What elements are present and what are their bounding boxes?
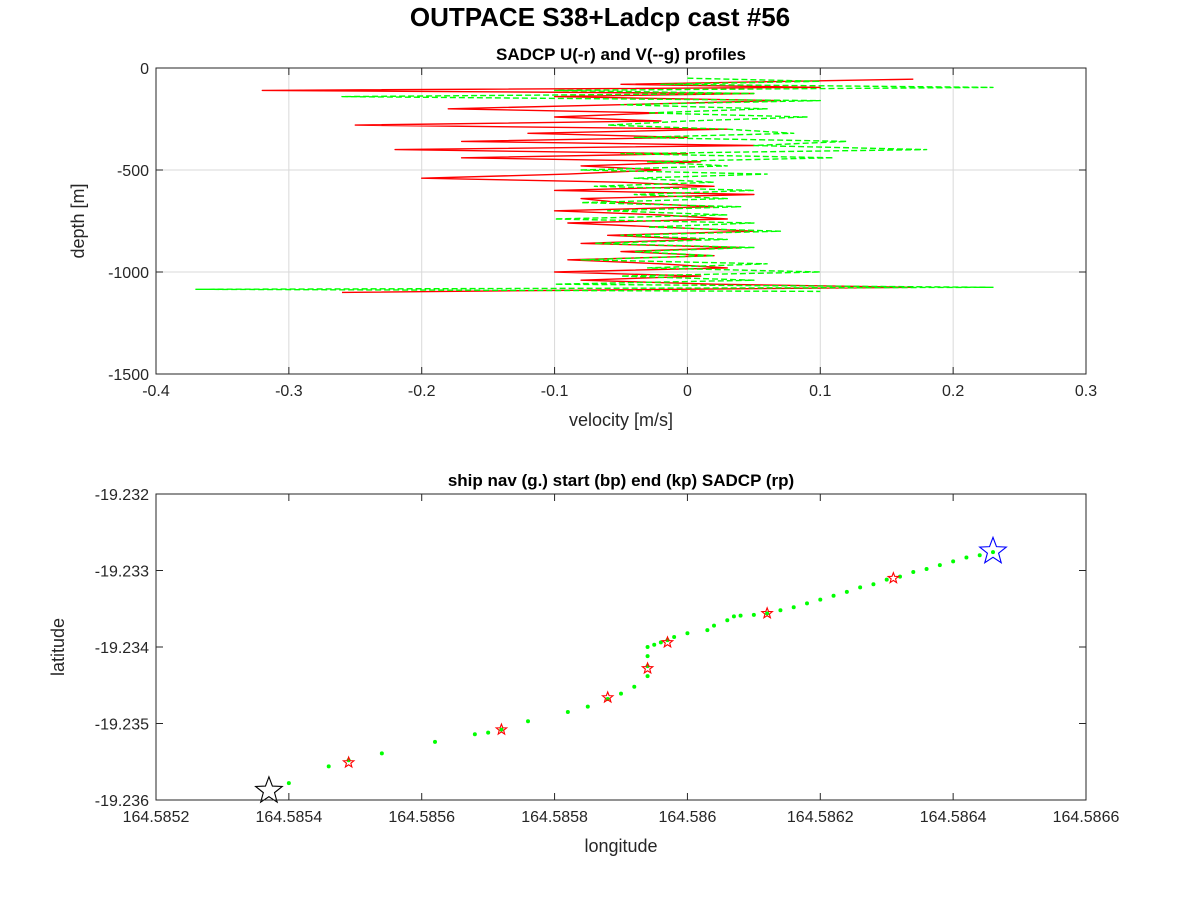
nav-point xyxy=(632,684,637,689)
nav-point xyxy=(991,550,995,555)
nav-point xyxy=(685,631,690,636)
series-v-line xyxy=(195,77,994,293)
y-tick-label: -19.236 xyxy=(95,793,149,810)
nav-point xyxy=(765,611,770,616)
x-tick-label: 164.5854 xyxy=(255,809,322,826)
ship-nav-plot: 164.5852 164.5854 164.5856 164.5858 164.586 1… xyxy=(48,471,1119,856)
x-tick-label: 164.5856 xyxy=(388,809,455,826)
x-tick-label: 164.5862 xyxy=(787,809,854,826)
y-tick-label: -19.232 xyxy=(95,487,149,504)
y-tick-label: -1500 xyxy=(108,367,149,384)
plot-title: SADCP U(-r) and V(--g) profiles xyxy=(496,45,746,64)
nav-point xyxy=(645,645,650,649)
velocity-profile-plot: -0.4 -0.3 -0.2 -0.1 0 0.1 0.2 0.3 -1500 -1000 -500… xyxy=(68,45,1097,430)
nav-point xyxy=(672,635,677,640)
x-tick-label: 0.3 xyxy=(1075,383,1097,400)
nav-point xyxy=(486,730,491,735)
nav-point xyxy=(858,585,863,590)
x-tick-label: 0 xyxy=(683,383,692,400)
y-tick-label: -1000 xyxy=(108,265,149,282)
end-star-marker xyxy=(254,775,284,804)
nav-point xyxy=(526,719,530,724)
x-tick-label: -0.4 xyxy=(142,383,170,400)
y-tick-label: 0 xyxy=(140,61,149,78)
nav-point xyxy=(751,612,756,617)
sadcp-star-marker xyxy=(494,722,509,736)
nav-point xyxy=(818,597,823,602)
x-tick-label: 164.5852 xyxy=(123,809,190,826)
x-axis-label: velocity [m/s] xyxy=(569,410,673,430)
x-tick-label: 164.586 xyxy=(659,809,717,826)
sadcp-star-marker xyxy=(660,635,675,649)
nav-point xyxy=(652,642,657,647)
nav-point xyxy=(898,574,902,579)
nav-point xyxy=(805,601,809,606)
axes-box xyxy=(155,67,1087,375)
x-tick-label: -0.2 xyxy=(408,383,436,400)
nav-point xyxy=(831,593,836,598)
sadcp-star-marker xyxy=(760,606,774,620)
sadcp-star-marker xyxy=(600,690,615,704)
nav-point xyxy=(585,704,590,709)
nav-point xyxy=(472,732,477,737)
nav-point xyxy=(937,563,942,568)
nav-point xyxy=(778,608,783,613)
figure-title: OUTPACE S38+Ladcp cast #56 xyxy=(409,2,791,32)
sadcp-star-marker xyxy=(886,571,901,584)
nav-point xyxy=(433,739,437,744)
y-axis-label: depth [m] xyxy=(68,183,88,258)
nav-point xyxy=(871,582,876,587)
nav-point xyxy=(705,628,710,633)
start-star-marker xyxy=(978,535,1008,564)
nav-point xyxy=(326,764,331,769)
nav-point xyxy=(499,727,504,732)
y-tick-label: -19.233 xyxy=(95,564,149,581)
x-tick-label: 0.1 xyxy=(809,383,831,400)
x-tick-label: 164.5858 xyxy=(521,809,588,826)
nav-point xyxy=(286,781,291,786)
sadcp-star-marker xyxy=(640,661,655,675)
nav-point xyxy=(791,605,796,610)
nav-point xyxy=(884,577,889,582)
nav-point xyxy=(738,613,743,618)
axes-box xyxy=(155,493,1087,801)
nav-point xyxy=(712,623,716,628)
nav-point xyxy=(725,618,730,623)
x-tick-label: 164.5864 xyxy=(920,809,987,826)
x-tick-label: -0.3 xyxy=(275,383,303,400)
nav-point xyxy=(645,674,650,679)
y-axis-label: latitude xyxy=(48,618,68,676)
sadcp-star-marker xyxy=(341,755,356,769)
y-tick-label: -500 xyxy=(117,163,149,180)
nav-point xyxy=(658,640,663,645)
nav-point xyxy=(977,553,982,558)
nav-point xyxy=(645,654,650,659)
nav-point xyxy=(924,566,929,571)
nav-point xyxy=(379,751,384,756)
y-tick-label: -19.235 xyxy=(95,717,149,734)
nav-point xyxy=(619,691,623,696)
nav-point xyxy=(964,555,969,560)
nav-point xyxy=(951,559,956,564)
nav-point xyxy=(911,570,916,575)
x-axis-label: longitude xyxy=(584,836,657,856)
x-tick-label: -0.1 xyxy=(541,383,569,400)
nav-point xyxy=(565,710,570,715)
nav-point xyxy=(731,614,736,619)
x-tick-label: 164.5866 xyxy=(1053,809,1120,826)
nav-point xyxy=(844,589,849,594)
plot-title: ship nav (g.) start (bp) end (kp) SADCP … xyxy=(448,471,794,490)
x-tick-label: 0.2 xyxy=(942,383,964,400)
y-tick-label: -19.234 xyxy=(95,640,149,657)
